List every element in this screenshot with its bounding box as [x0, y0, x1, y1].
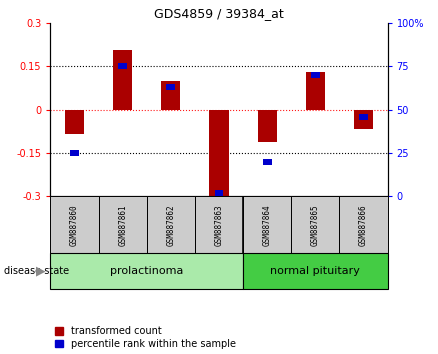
Bar: [263, 159, 272, 165]
Bar: [339, 196, 388, 253]
Bar: [70, 150, 79, 156]
Bar: [195, 196, 243, 253]
Legend: transformed count, percentile rank within the sample: transformed count, percentile rank withi…: [55, 326, 236, 349]
Bar: [291, 196, 339, 253]
Text: GSM887862: GSM887862: [166, 204, 175, 246]
Text: ▶: ▶: [36, 264, 46, 277]
Bar: [306, 72, 325, 110]
Bar: [147, 196, 195, 253]
Bar: [209, 110, 229, 198]
Bar: [215, 190, 223, 196]
Bar: [311, 72, 320, 78]
Text: GSM887860: GSM887860: [70, 204, 79, 246]
Text: GSM887863: GSM887863: [215, 204, 223, 246]
Bar: [354, 110, 373, 129]
Bar: [243, 253, 388, 289]
Text: normal pituitary: normal pituitary: [270, 266, 360, 276]
Bar: [113, 51, 132, 110]
Bar: [118, 63, 127, 69]
Text: GSM887865: GSM887865: [311, 204, 320, 246]
Bar: [243, 196, 291, 253]
Text: GSM887864: GSM887864: [263, 204, 272, 246]
Text: GSM887866: GSM887866: [359, 204, 368, 246]
Bar: [65, 110, 84, 134]
Text: disease state: disease state: [4, 266, 70, 276]
Text: GSM887861: GSM887861: [118, 204, 127, 246]
Bar: [99, 196, 147, 253]
Bar: [50, 196, 99, 253]
Title: GDS4859 / 39384_at: GDS4859 / 39384_at: [154, 7, 284, 21]
Bar: [359, 114, 368, 120]
Bar: [50, 253, 243, 289]
Bar: [166, 84, 175, 90]
Bar: [258, 110, 277, 142]
Text: prolactinoma: prolactinoma: [110, 266, 184, 276]
Bar: [161, 81, 180, 110]
